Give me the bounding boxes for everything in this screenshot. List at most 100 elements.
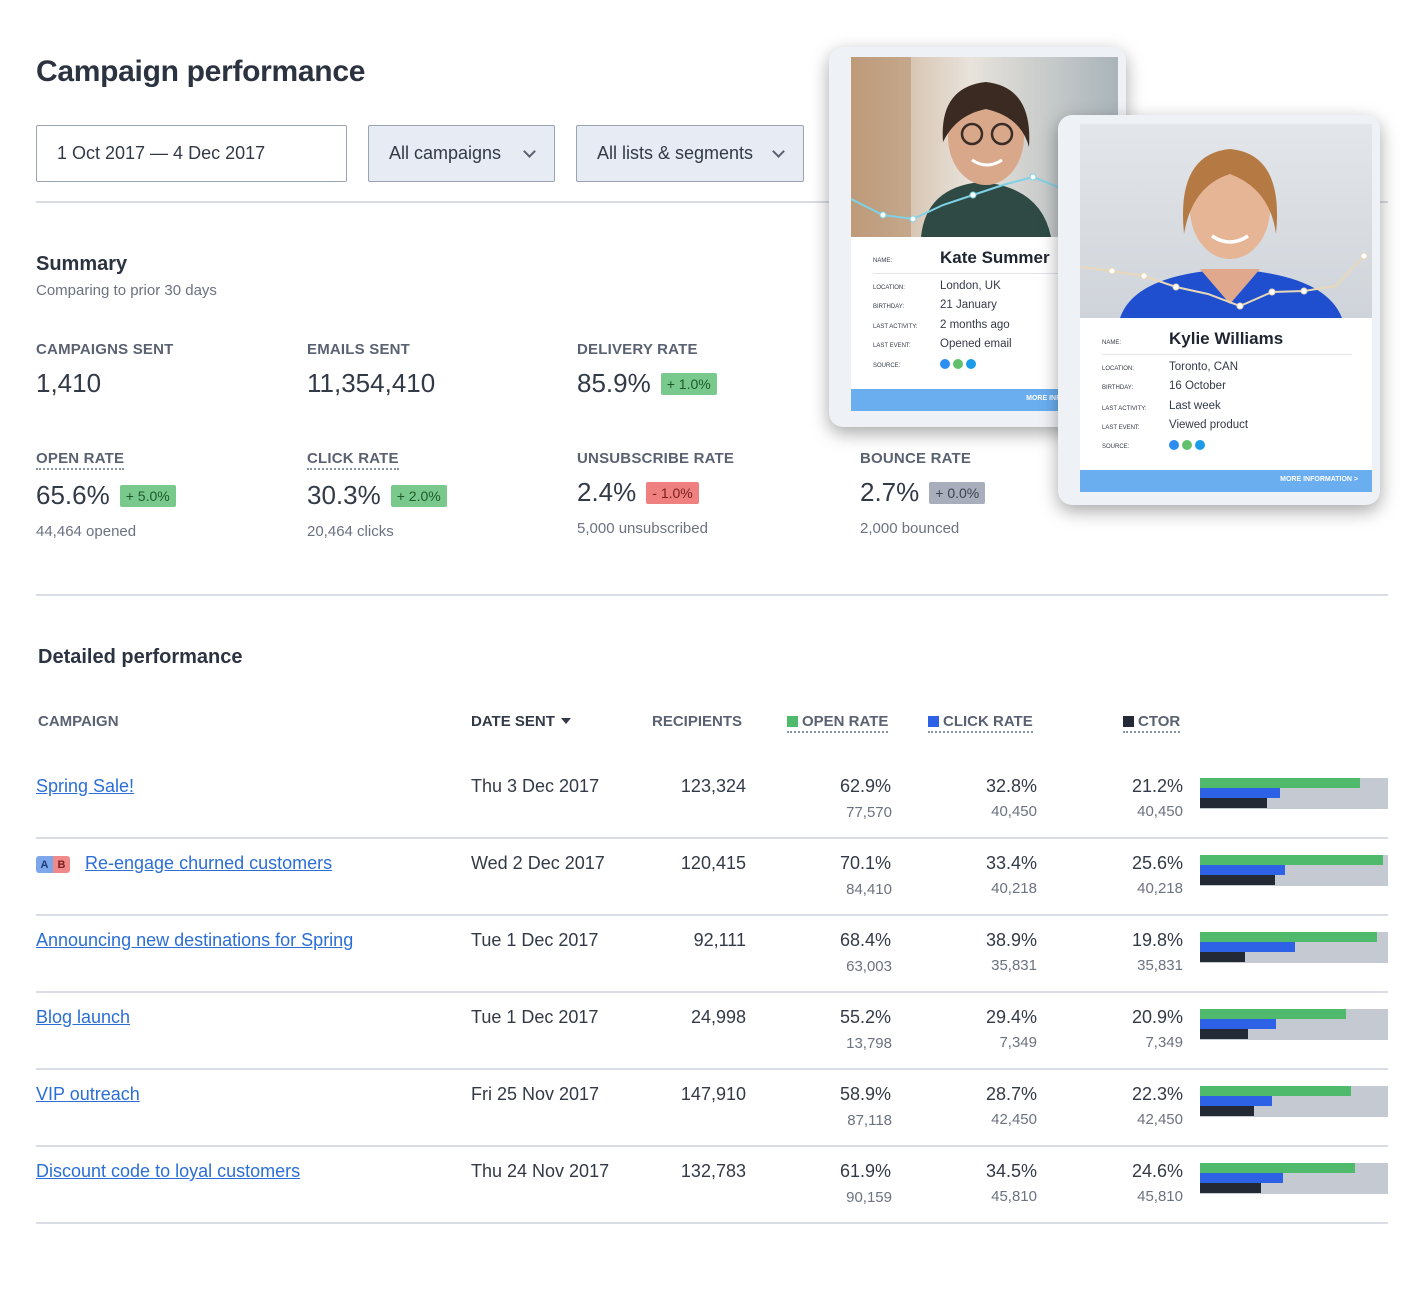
click-rate-bar bbox=[1200, 942, 1295, 952]
ctor-count: 45,810 bbox=[1137, 1188, 1183, 1205]
table-row: Discount code to loyal customers Thu 24 N… bbox=[0, 1147, 1408, 1224]
col-header-label: CTOR bbox=[1138, 713, 1181, 730]
open-rate-bar bbox=[1200, 1086, 1351, 1096]
ctor-count: 40,218 bbox=[1137, 880, 1183, 897]
lists-dropdown[interactable]: All lists & segments bbox=[576, 125, 804, 182]
ctor-legend-swatch bbox=[1123, 716, 1134, 727]
stat-label[interactable]: OPEN RATE bbox=[36, 450, 125, 470]
stat-label[interactable]: CLICK RATE bbox=[307, 450, 399, 470]
open-rate: 62.9% bbox=[839, 776, 891, 796]
change-badge: - 1.0% bbox=[646, 481, 699, 504]
col-header-ctor[interactable]: CTOR bbox=[1123, 713, 1181, 733]
profile-label-name: NAME: bbox=[1102, 340, 1122, 346]
col-header-date-sent[interactable]: DATE SENT bbox=[471, 713, 571, 730]
profile-last-activity: 2 months ago bbox=[940, 319, 1010, 331]
shop-icon bbox=[1182, 440, 1192, 450]
click-rate-bar bbox=[1200, 1019, 1276, 1029]
profile-label-last-event: LAST EVENT: bbox=[873, 343, 911, 349]
recipients: 24,998 bbox=[690, 1007, 746, 1027]
page-title: Campaign performance bbox=[36, 55, 366, 88]
campaign-name-link[interactable]: Blog launch bbox=[36, 1007, 131, 1027]
row-divider bbox=[36, 991, 1388, 993]
ab-badge-a: A bbox=[36, 856, 53, 873]
click-count: 40,450 bbox=[991, 803, 1037, 820]
open-rate-bar bbox=[1200, 1009, 1346, 1019]
campaign-name-link[interactable]: Discount code to loyal customers bbox=[36, 1161, 301, 1181]
click-count: 42,450 bbox=[991, 1111, 1037, 1128]
shop-icon bbox=[953, 359, 963, 369]
click-rate-bar bbox=[1200, 788, 1280, 798]
profile-birthday: 21 January bbox=[940, 299, 997, 311]
detail-title: Detailed performance bbox=[38, 646, 243, 668]
row-divider bbox=[36, 1145, 1388, 1147]
ctor-count: 35,831 bbox=[1137, 957, 1183, 974]
campaigns-dropdown-value: All campaigns bbox=[389, 143, 502, 163]
col-header-open-rate[interactable]: OPEN RATE bbox=[787, 713, 889, 733]
click-rate: 29.4% bbox=[985, 1007, 1037, 1027]
ab-badge-b: B bbox=[53, 856, 70, 873]
profile-location: Toronto, CAN bbox=[1169, 361, 1239, 373]
click-rate: 33.4% bbox=[985, 853, 1037, 873]
campaign-name-link[interactable]: Announcing new destinations for Spring bbox=[36, 930, 354, 950]
col-header-campaign[interactable]: CAMPAIGN bbox=[38, 713, 119, 730]
table-row: Announcing new destinations for Spring Tu… bbox=[0, 916, 1408, 993]
performance-bar-chart bbox=[1200, 1009, 1388, 1040]
campaign-name-link[interactable]: VIP outreach bbox=[36, 1084, 140, 1104]
ctor-count: 7,349 bbox=[1145, 1034, 1183, 1051]
open-count: 87,118 bbox=[847, 1112, 892, 1129]
stat-value: 1,410 bbox=[36, 368, 102, 398]
campaign-name-link[interactable]: Spring Sale! bbox=[36, 776, 135, 796]
date-range-picker[interactable]: 1 Oct 2017 — 4 Dec 2017 bbox=[36, 125, 347, 182]
row-divider bbox=[36, 1222, 1388, 1224]
stat-bounce-rate: BOUNCE RATE 2.7% + 0.0% 2,000 bounced bbox=[860, 450, 986, 537]
profile-sources bbox=[940, 359, 976, 369]
campaign-name-link[interactable]: Re-engage churned customers bbox=[85, 853, 333, 873]
date-sent: Tue 1 Dec 2017 bbox=[471, 930, 599, 950]
ctor-bar bbox=[1200, 1183, 1261, 1193]
stat-value: 2.7% bbox=[860, 477, 920, 507]
recipients: 147,910 bbox=[680, 1084, 746, 1104]
profile-name: Kylie Williams bbox=[1169, 329, 1284, 348]
click-rate: 32.8% bbox=[985, 776, 1037, 796]
profile-last-event: Viewed product bbox=[1169, 419, 1249, 431]
ctor: 21.2% bbox=[1131, 776, 1183, 796]
open-legend-swatch bbox=[787, 716, 798, 727]
col-header-recipients[interactable]: RECIPIENTS bbox=[652, 713, 743, 730]
stat-campaigns-sent: CAMPAIGNS SENT 1,410 bbox=[36, 341, 174, 399]
chat-icon bbox=[1195, 440, 1205, 450]
col-header-label: CLICK RATE bbox=[943, 713, 1033, 730]
row-divider bbox=[36, 1068, 1388, 1070]
stat-label: UNSUBSCRIBE RATE bbox=[577, 450, 735, 467]
stat-open-rate: OPEN RATE 65.6% + 5.0% 44,464 opened bbox=[36, 450, 176, 540]
stat-sub: 2,000 bounced bbox=[860, 520, 960, 537]
mail-icon bbox=[940, 359, 950, 369]
stat-unsubscribe-rate: UNSUBSCRIBE RATE 2.4% - 1.0% 5,000 unsub… bbox=[577, 450, 734, 537]
change-badge: + 1.0% bbox=[660, 372, 717, 395]
ctor-bar bbox=[1200, 1106, 1254, 1116]
stat-sub: 5,000 unsubscribed bbox=[577, 520, 708, 537]
profile-divider bbox=[873, 273, 1118, 274]
profile-card-kylie[interactable]: NAME: Kylie Williams LOCATION: Toronto, … bbox=[1080, 124, 1372, 492]
ctor-bar bbox=[1200, 952, 1245, 962]
campaigns-dropdown[interactable]: All campaigns bbox=[368, 125, 555, 182]
profile-label-birthday: BIRTHDAY: bbox=[1102, 385, 1134, 391]
change-badge: + 2.0% bbox=[390, 484, 447, 507]
col-header-click-rate[interactable]: CLICK RATE bbox=[928, 713, 1033, 733]
sort-desc-icon bbox=[560, 718, 571, 724]
ctor-bar bbox=[1200, 798, 1267, 808]
open-count: 77,570 bbox=[846, 804, 892, 821]
more-information-link[interactable]: MORE INFORMATION > bbox=[1280, 476, 1358, 483]
performance-bar-chart bbox=[1200, 855, 1388, 886]
open-count: 13,798 bbox=[846, 1035, 892, 1052]
ctor-bar bbox=[1200, 875, 1275, 885]
col-header-label: DATE SENT bbox=[471, 713, 555, 730]
stat-value: 11,354,410 bbox=[307, 368, 436, 398]
open-rate: 58.9% bbox=[839, 1084, 891, 1104]
change-badge: + 5.0% bbox=[119, 484, 176, 507]
date-sent: Fri 25 Nov 2017 bbox=[471, 1084, 600, 1104]
more-information-bar[interactable]: MORE INFORMATION > bbox=[1080, 470, 1372, 492]
click-count: 45,810 bbox=[991, 1188, 1037, 1205]
ctor-bar bbox=[1200, 1029, 1248, 1039]
click-count: 7,349 bbox=[999, 1034, 1037, 1051]
